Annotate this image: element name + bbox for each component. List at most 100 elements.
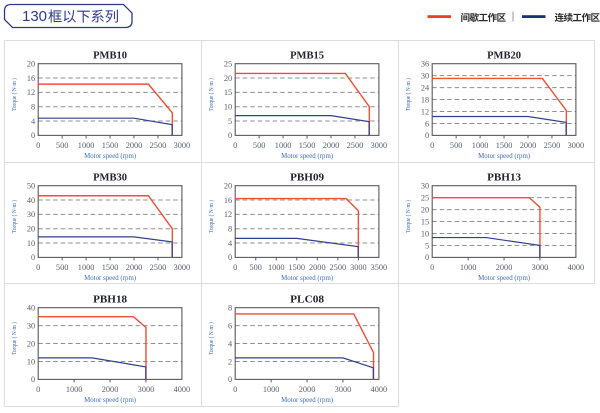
- svg-text:4000: 4000: [371, 384, 388, 393]
- svg-text:500: 500: [450, 141, 462, 150]
- svg-text:Torque ( N·m ): Torque ( N·m ): [208, 322, 215, 355]
- svg-text:0: 0: [31, 131, 35, 140]
- svg-text:2500: 2500: [330, 263, 347, 272]
- svg-text:3000: 3000: [568, 141, 585, 150]
- svg-text:20: 20: [27, 339, 35, 348]
- svg-text:2000: 2000: [520, 141, 537, 150]
- svg-text:PMB20: PMB20: [487, 50, 521, 62]
- svg-text:10: 10: [27, 239, 35, 248]
- svg-text:10: 10: [27, 357, 35, 366]
- svg-text:12: 12: [224, 210, 232, 219]
- svg-text:6: 6: [425, 119, 429, 128]
- svg-text:2500: 2500: [544, 141, 561, 150]
- svg-text:Motor speed (rpm): Motor speed (rpm): [281, 152, 334, 160]
- svg-text:4: 4: [228, 239, 233, 248]
- svg-text:25: 25: [421, 193, 429, 202]
- svg-text:Motor speed (rpm): Motor speed (rpm): [281, 395, 334, 403]
- svg-text:36: 36: [421, 60, 429, 69]
- svg-text:500: 500: [250, 263, 262, 272]
- svg-text:PBH09: PBH09: [290, 172, 324, 184]
- svg-text:Motor speed (rpm): Motor speed (rpm): [84, 152, 137, 160]
- svg-text:6: 6: [228, 321, 232, 330]
- svg-text:0: 0: [36, 141, 40, 150]
- svg-text:500: 500: [253, 141, 265, 150]
- svg-text:Motor speed (rpm): Motor speed (rpm): [478, 274, 531, 282]
- svg-text:PMB30: PMB30: [93, 172, 127, 184]
- svg-text:PMB10: PMB10: [93, 50, 127, 62]
- svg-text:1000: 1000: [460, 263, 477, 272]
- svg-text:0: 0: [233, 263, 237, 272]
- svg-text:30: 30: [421, 182, 429, 191]
- svg-text:1500: 1500: [102, 141, 119, 150]
- svg-text:1000: 1000: [275, 141, 292, 150]
- svg-text:2500: 2500: [150, 141, 167, 150]
- svg-text:Torque ( N·m ): Torque ( N·m ): [208, 78, 215, 111]
- svg-text:30: 30: [421, 71, 429, 80]
- svg-text:Motor speed (rpm): Motor speed (rpm): [84, 274, 137, 282]
- svg-text:1000: 1000: [263, 384, 280, 393]
- svg-text:3000: 3000: [138, 384, 155, 393]
- svg-text:1000: 1000: [66, 384, 83, 393]
- svg-text:130: 130: [22, 8, 47, 25]
- svg-text:Torque ( N·m ): Torque ( N·m ): [405, 200, 412, 233]
- svg-text:500: 500: [56, 263, 68, 272]
- svg-text:12: 12: [421, 107, 429, 116]
- svg-text:Torque ( N·m ): Torque ( N·m ): [11, 78, 18, 111]
- svg-text:5: 5: [425, 241, 429, 250]
- svg-text:1500: 1500: [288, 263, 305, 272]
- svg-text:0: 0: [228, 375, 232, 384]
- svg-text:5: 5: [228, 117, 232, 126]
- svg-text:3000: 3000: [532, 263, 549, 272]
- svg-text:20: 20: [224, 182, 232, 191]
- svg-text:8: 8: [31, 103, 35, 112]
- svg-text:12: 12: [27, 88, 35, 97]
- svg-text:PBH18: PBH18: [93, 293, 127, 305]
- svg-text:4: 4: [31, 117, 36, 126]
- svg-text:0: 0: [233, 384, 237, 393]
- svg-text:PBH13: PBH13: [487, 172, 521, 184]
- svg-text:20: 20: [224, 74, 232, 83]
- svg-text:1500: 1500: [299, 141, 316, 150]
- svg-text:0: 0: [36, 384, 40, 393]
- svg-text:1500: 1500: [102, 263, 119, 272]
- svg-text:3000: 3000: [335, 384, 352, 393]
- svg-text:25: 25: [224, 60, 232, 69]
- svg-text:4000: 4000: [174, 384, 191, 393]
- svg-text:Torque ( N·m ): Torque ( N·m ): [405, 78, 412, 111]
- svg-text:20: 20: [27, 60, 35, 69]
- svg-text:8: 8: [228, 225, 232, 234]
- svg-text:Torque ( N·m ): Torque ( N·m ): [208, 200, 215, 233]
- svg-text:30: 30: [27, 210, 35, 219]
- svg-text:0: 0: [228, 253, 232, 262]
- svg-text:0: 0: [425, 131, 429, 140]
- svg-text:Motor speed (rpm): Motor speed (rpm): [281, 274, 334, 282]
- svg-text:3500: 3500: [371, 263, 388, 272]
- svg-text:3000: 3000: [371, 141, 388, 150]
- svg-text:10: 10: [421, 229, 429, 238]
- svg-text:16: 16: [27, 74, 35, 83]
- svg-text:20: 20: [421, 205, 429, 214]
- svg-text:4: 4: [228, 339, 233, 348]
- svg-text:15: 15: [224, 88, 232, 97]
- svg-text:0: 0: [430, 141, 434, 150]
- svg-text:3000: 3000: [350, 263, 367, 272]
- svg-text:0: 0: [31, 253, 35, 262]
- svg-text:1000: 1000: [78, 263, 95, 272]
- svg-text:50: 50: [27, 182, 35, 191]
- svg-text:2000: 2000: [323, 141, 340, 150]
- svg-text:10: 10: [224, 103, 232, 112]
- svg-text:30: 30: [27, 321, 35, 330]
- svg-text:2000: 2000: [126, 263, 143, 272]
- svg-text:0: 0: [430, 263, 434, 272]
- svg-text:0: 0: [228, 131, 232, 140]
- svg-text:16: 16: [224, 196, 232, 205]
- svg-text:0: 0: [233, 141, 237, 150]
- svg-text:PMB15: PMB15: [290, 50, 324, 62]
- svg-text:PLC08: PLC08: [290, 293, 325, 305]
- svg-text:40: 40: [27, 196, 35, 205]
- svg-text:40: 40: [27, 303, 35, 312]
- svg-text:0: 0: [31, 375, 35, 384]
- svg-text:1500: 1500: [496, 141, 513, 150]
- svg-text:18: 18: [421, 95, 429, 104]
- svg-text:2000: 2000: [496, 263, 513, 272]
